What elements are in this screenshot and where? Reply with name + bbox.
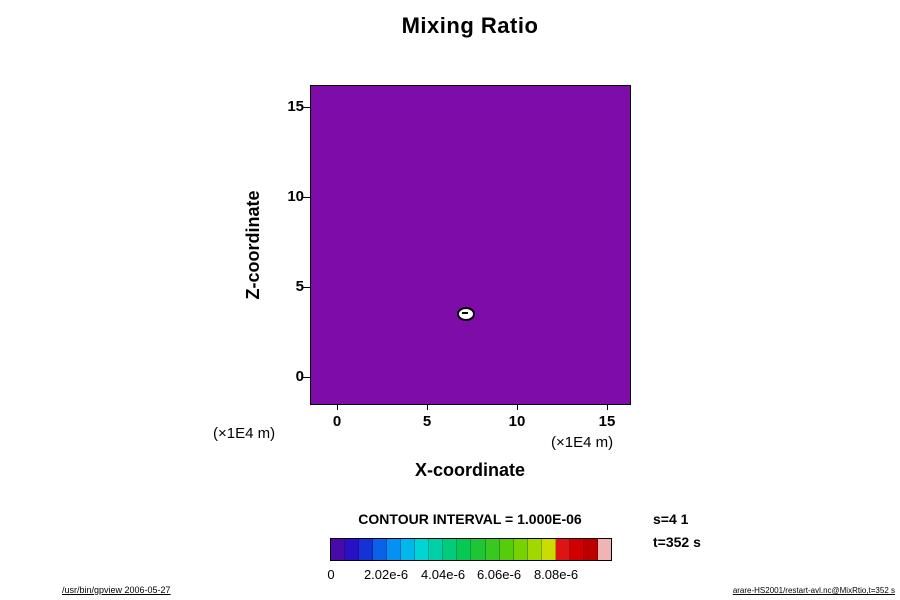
colorbar-cell	[513, 539, 528, 560]
colorbar-cell	[527, 539, 542, 560]
chart-title: Mixing Ratio	[401, 13, 539, 38]
colorbar-cell	[429, 539, 444, 560]
x-axis-tick	[607, 404, 608, 410]
x-axis-tick	[427, 404, 428, 410]
colorbar-cell	[373, 539, 388, 560]
x-axis-tick	[337, 404, 338, 410]
y-axis-label: Z-coordinate	[243, 190, 263, 300]
footer-dataset-info: arare-HS2001/restart-avl.nc@MixRtio,t=35…	[732, 586, 895, 595]
y-tick-label: 10	[287, 188, 304, 205]
colorbar-cell	[415, 539, 430, 560]
colorbar-cell	[359, 539, 374, 560]
feature-center-marker	[462, 312, 468, 314]
colorbar-cell	[387, 539, 402, 560]
colorbar-cell	[541, 539, 556, 560]
x-axis-label: X-coordinate	[414, 460, 525, 480]
colorbar-cell	[555, 539, 570, 560]
y-tick-label: 0	[295, 368, 304, 385]
colorbar-cell	[597, 539, 611, 560]
contour-interval-note: CONTOUR INTERVAL = 1.000E-06	[358, 511, 582, 527]
colorbar-cell	[471, 539, 486, 560]
y-axis-unit: (×1E4 m)	[213, 425, 276, 442]
x-tick-label: 5	[422, 413, 432, 430]
plot-field	[311, 86, 630, 404]
colorbar-cell	[569, 539, 584, 560]
colorbar-cell	[583, 539, 598, 560]
colorbar-tick-label: 2.02e-6	[363, 567, 409, 582]
y-axis-tick	[303, 287, 310, 288]
x-axis-tick	[517, 404, 518, 410]
colorbar-tick-label: 8.08e-6	[533, 567, 579, 582]
y-axis-tick	[303, 197, 310, 198]
colorbar-tick-label: 4.04e-6	[420, 567, 466, 582]
y-axis-tick	[303, 107, 310, 108]
time-annotation: t=352 s	[653, 534, 701, 550]
colorbar-tick-label: 0	[327, 567, 335, 582]
footer-program-info: /usr/bin/gpview 2006-05-27	[62, 585, 171, 595]
x-tick-label: 15	[598, 413, 616, 430]
colorbar-cell	[331, 539, 346, 560]
colorbar-cell	[443, 539, 458, 560]
plot-area	[310, 85, 631, 405]
colorbar-cell	[345, 539, 360, 560]
y-axis-tick	[303, 377, 310, 378]
colorbar-cell	[499, 539, 514, 560]
contour-feature-ring	[457, 307, 475, 321]
colorbar-cell	[457, 539, 472, 560]
step-annotation: s=4 1	[653, 511, 689, 527]
colorbar-cell	[401, 539, 416, 560]
x-axis-unit: (×1E4 m)	[551, 434, 614, 451]
colorbar-cell	[485, 539, 500, 560]
x-tick-label: 10	[508, 413, 526, 430]
y-tick-label: 15	[287, 98, 304, 115]
colorbar-tick-label: 6.06e-6	[476, 567, 522, 582]
x-tick-label: 0	[332, 413, 342, 430]
y-tick-label: 5	[295, 278, 304, 295]
colorbar	[330, 538, 612, 561]
